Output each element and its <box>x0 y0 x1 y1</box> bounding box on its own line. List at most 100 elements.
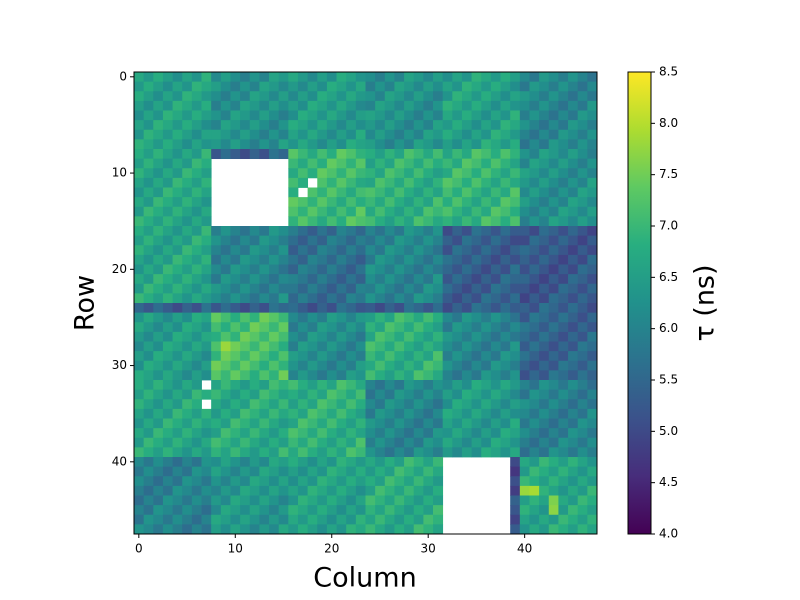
heatmap-cell <box>423 331 434 342</box>
heatmap-cell <box>346 485 357 496</box>
heatmap-cell <box>162 303 173 314</box>
heatmap-cell <box>384 245 395 256</box>
heatmap-cell <box>365 351 376 362</box>
heatmap-cell <box>326 274 337 285</box>
heatmap-cell <box>490 293 501 304</box>
heatmap-cell <box>490 100 501 111</box>
heatmap-cell <box>230 322 241 333</box>
heatmap-cell <box>297 149 309 160</box>
heatmap-cell <box>558 505 569 516</box>
heatmap-cell <box>404 139 415 150</box>
heatmap-cell <box>259 245 270 256</box>
heatmap-cell <box>317 158 328 169</box>
heatmap-cell <box>336 447 347 458</box>
heatmap-cell <box>346 187 357 198</box>
heatmap-cell <box>558 177 569 188</box>
heatmap-cell <box>346 293 357 304</box>
heatmap-cell <box>201 351 212 362</box>
heatmap-cell <box>461 264 473 275</box>
heatmap-cell <box>288 495 299 506</box>
heatmap-cell <box>182 408 193 419</box>
heatmap-cell <box>568 408 579 419</box>
heatmap-cell <box>365 370 376 381</box>
heatmap-cell <box>471 274 482 285</box>
heatmap-cell <box>404 466 415 477</box>
heatmap-cell <box>568 177 579 188</box>
heatmap-cell <box>529 206 540 217</box>
heatmap-cell <box>375 303 386 314</box>
heatmap-cell <box>481 428 492 439</box>
heatmap-cell <box>201 158 212 169</box>
heatmap-cell <box>143 216 154 227</box>
heatmap-cell <box>481 187 492 198</box>
heatmap-cell <box>220 408 231 419</box>
heatmap-cell <box>172 389 183 400</box>
heatmap-cell <box>240 360 251 371</box>
heatmap-cell <box>355 100 366 111</box>
heatmap-cell <box>587 476 598 487</box>
heatmap-cell <box>143 129 154 140</box>
heatmap-cell <box>326 139 337 150</box>
heatmap-cell <box>568 187 579 198</box>
heatmap-cell <box>346 505 357 516</box>
heatmap-cell <box>172 312 183 323</box>
heatmap-cell <box>346 437 357 448</box>
heatmap-cell <box>519 110 530 121</box>
heatmap-cell <box>461 216 473 227</box>
heatmap-cell <box>423 370 434 381</box>
heatmap-cell <box>230 428 241 439</box>
heatmap-cell <box>134 91 145 102</box>
heatmap-cell <box>471 360 482 371</box>
heatmap-cell <box>587 206 598 217</box>
heatmap-cell <box>355 168 366 179</box>
heatmap-cell <box>355 91 366 102</box>
heatmap-cell <box>182 149 193 160</box>
heatmap-cell <box>375 351 386 362</box>
heatmap-cell <box>172 380 183 391</box>
heatmap-cell <box>191 158 202 169</box>
heatmap-cell <box>375 505 386 516</box>
heatmap-cell <box>191 226 202 237</box>
heatmap-cell <box>259 283 270 294</box>
heatmap-cell <box>162 524 173 535</box>
heatmap-cell <box>568 322 579 333</box>
heatmap-cell <box>375 360 386 371</box>
heatmap-cell <box>423 245 434 256</box>
heatmap-cell <box>394 226 405 237</box>
heatmap-cell <box>461 447 473 458</box>
colorbar-tick-label: 7.5 <box>659 167 678 181</box>
heatmap-cell <box>211 274 222 285</box>
heatmap-cell <box>172 447 183 458</box>
heatmap-cell <box>211 418 222 429</box>
heatmap-cell <box>336 437 347 448</box>
heatmap-cell <box>365 206 376 217</box>
heatmap-cell <box>288 380 299 391</box>
heatmap-cell <box>558 466 569 477</box>
heatmap-cell <box>365 380 376 391</box>
heatmap-cell <box>423 466 434 477</box>
heatmap-cell <box>577 81 588 92</box>
heatmap-cell <box>529 341 540 352</box>
heatmap-cell <box>191 466 202 477</box>
heatmap-cell <box>365 408 376 419</box>
heatmap-cell <box>134 81 145 92</box>
heatmap-cell <box>384 341 395 352</box>
heatmap-cell <box>230 264 241 275</box>
heatmap-cell <box>153 457 164 468</box>
heatmap-cell <box>220 331 231 342</box>
heatmap-cell <box>346 110 357 121</box>
heatmap-cell <box>529 293 540 304</box>
heatmap-cell <box>134 418 145 429</box>
heatmap-cell <box>423 293 434 304</box>
heatmap-cell <box>240 466 251 477</box>
heatmap-cell <box>519 399 530 410</box>
heatmap-cell <box>201 495 212 506</box>
heatmap-cell <box>548 312 559 323</box>
heatmap-cell <box>452 177 463 188</box>
heatmap-cell <box>365 312 376 323</box>
heatmap-cell <box>134 293 145 304</box>
heatmap-cell <box>577 505 588 516</box>
heatmap-cell <box>433 485 444 496</box>
heatmap-cell <box>326 495 337 506</box>
heatmap-cell <box>336 408 347 419</box>
